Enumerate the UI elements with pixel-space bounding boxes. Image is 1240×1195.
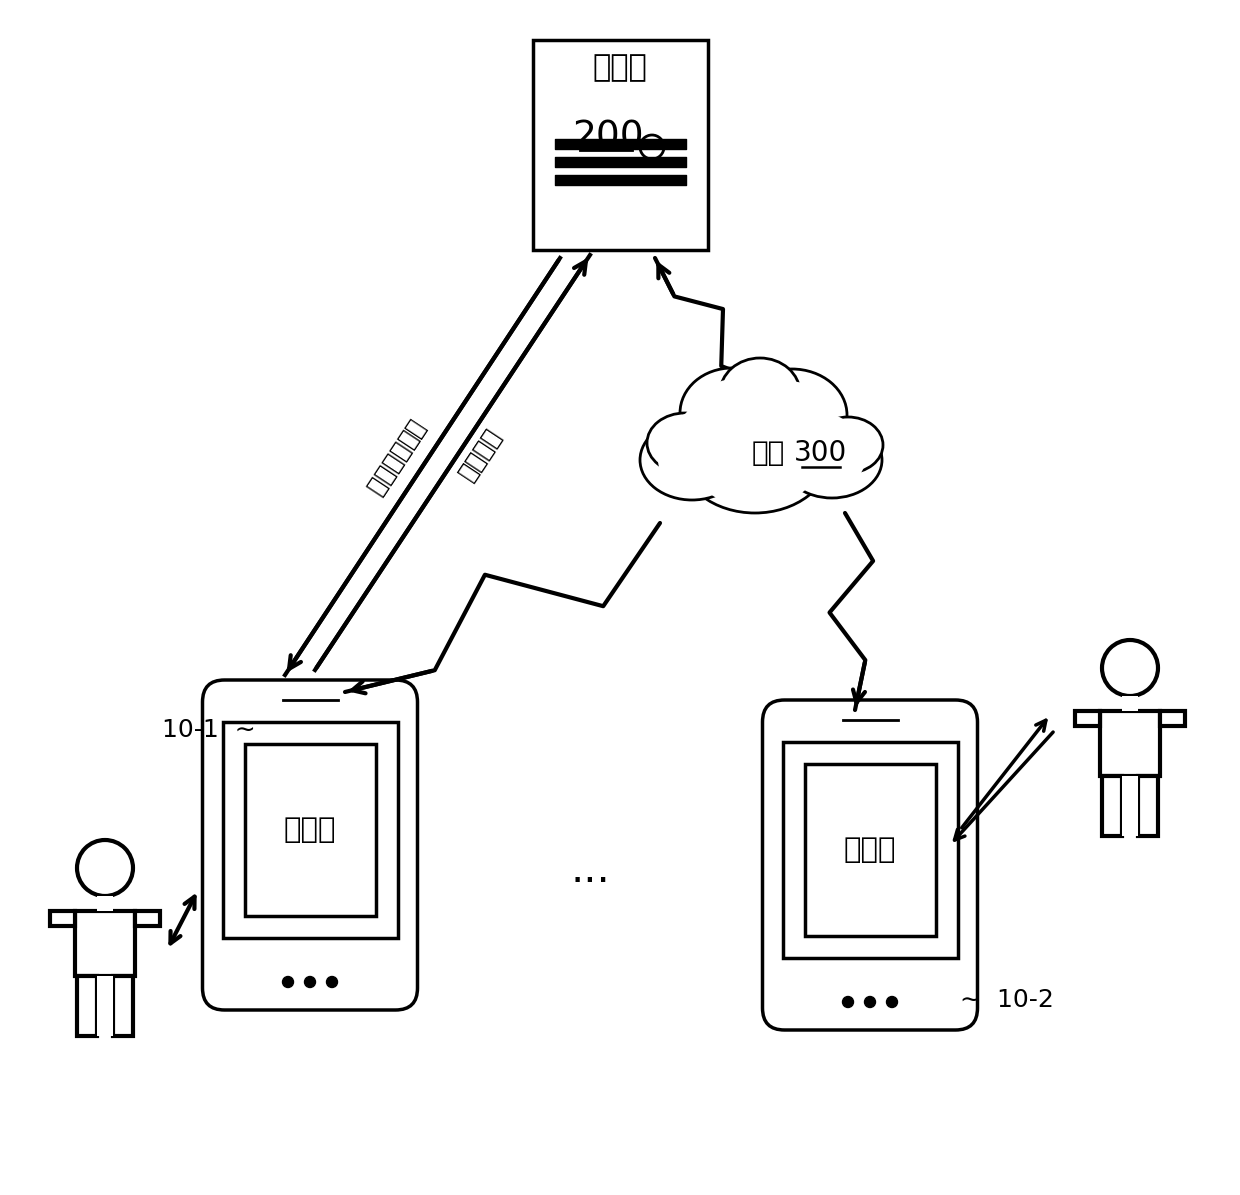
Ellipse shape <box>720 358 800 428</box>
Bar <box>1102 776 1122 836</box>
Text: 客户端: 客户端 <box>284 816 336 844</box>
Ellipse shape <box>687 403 823 507</box>
Ellipse shape <box>743 381 833 456</box>
Text: 300: 300 <box>794 439 847 467</box>
Text: 200: 200 <box>572 120 644 155</box>
Circle shape <box>77 840 133 896</box>
Bar <box>1100 711 1159 776</box>
Ellipse shape <box>680 368 784 458</box>
Ellipse shape <box>737 369 847 461</box>
FancyBboxPatch shape <box>202 680 418 1010</box>
Bar <box>74 911 135 976</box>
Text: 10-1  ∼: 10-1 ∼ <box>162 718 255 742</box>
Bar <box>135 911 160 926</box>
Circle shape <box>326 976 337 987</box>
Ellipse shape <box>680 368 784 458</box>
FancyBboxPatch shape <box>763 700 977 1030</box>
Ellipse shape <box>640 419 744 500</box>
Ellipse shape <box>680 385 839 474</box>
Bar <box>113 976 133 1036</box>
Circle shape <box>283 976 294 987</box>
Ellipse shape <box>785 430 866 490</box>
Bar <box>805 764 935 936</box>
Ellipse shape <box>746 409 857 468</box>
Bar <box>77 976 97 1036</box>
Text: ...: ... <box>570 848 610 891</box>
Text: 客户端: 客户端 <box>843 836 897 864</box>
Circle shape <box>864 997 875 1007</box>
Bar <box>1122 776 1138 836</box>
Circle shape <box>305 976 315 987</box>
Bar <box>1159 711 1185 727</box>
Ellipse shape <box>782 422 882 498</box>
Ellipse shape <box>647 413 723 473</box>
Bar <box>50 911 74 926</box>
Ellipse shape <box>813 417 883 473</box>
Circle shape <box>1102 641 1158 695</box>
Ellipse shape <box>813 417 883 473</box>
Circle shape <box>887 997 898 1007</box>
Ellipse shape <box>658 428 742 492</box>
Bar <box>97 896 113 911</box>
Bar <box>97 976 113 1036</box>
Text: 语义信息: 语义信息 <box>455 424 506 485</box>
Ellipse shape <box>737 369 847 461</box>
Ellipse shape <box>782 422 882 498</box>
Ellipse shape <box>680 397 830 513</box>
Ellipse shape <box>647 413 723 473</box>
Text: 语义理解结果: 语义理解结果 <box>361 417 428 501</box>
Bar <box>244 744 376 917</box>
Ellipse shape <box>720 358 800 428</box>
Bar <box>1075 711 1100 727</box>
Circle shape <box>640 135 663 159</box>
Ellipse shape <box>680 397 830 513</box>
Bar <box>222 722 398 938</box>
Text: 网络: 网络 <box>751 439 785 467</box>
Ellipse shape <box>640 419 744 500</box>
Bar <box>782 742 957 958</box>
Bar <box>532 39 708 250</box>
Bar <box>1138 776 1158 836</box>
Bar <box>1122 695 1138 711</box>
Ellipse shape <box>665 407 775 467</box>
Text: 服务器: 服务器 <box>593 54 647 82</box>
Circle shape <box>842 997 853 1007</box>
Text: ∼  10-2: ∼ 10-2 <box>960 988 1054 1012</box>
Ellipse shape <box>693 379 777 455</box>
